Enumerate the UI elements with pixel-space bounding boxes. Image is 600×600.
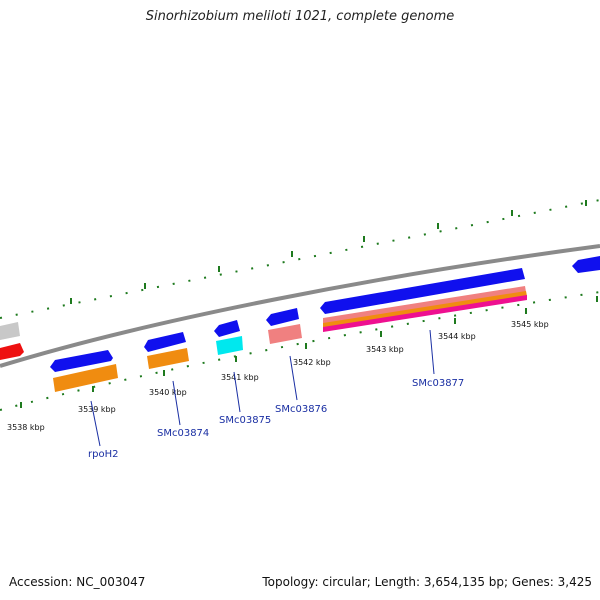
label-leaders bbox=[90, 329, 435, 447]
feature-cyan-SMc03875[interactable] bbox=[216, 336, 243, 355]
feature-orange-rpoH2[interactable] bbox=[53, 364, 118, 392]
cds-arrow-SMc03875[interactable] bbox=[214, 320, 240, 337]
gene-feature-gray[interactable] bbox=[0, 322, 20, 340]
gene-label-rpoH2[interactable]: rpoH2 bbox=[88, 449, 118, 460]
genome-summary: Topology: circular; Length: 3,654,135 bp… bbox=[262, 575, 592, 589]
cds-arrow-SMc03874[interactable] bbox=[144, 332, 186, 352]
gene-label-SMc03875[interactable]: SMc03875 bbox=[219, 415, 271, 426]
accession-label: Accession: NC_003047 bbox=[9, 575, 146, 589]
ruler-label-3543: 3543 kbp bbox=[366, 345, 404, 354]
ruler-label-3544: 3544 kbp bbox=[438, 332, 476, 341]
gene-label-SMc03876[interactable]: SMc03876 bbox=[275, 404, 327, 415]
inner-tick-ring bbox=[0, 291, 600, 411]
inner-major-ticks bbox=[20, 296, 598, 408]
feature-stack-SMc03877[interactable] bbox=[323, 286, 527, 332]
ruler-label-3538: 3538 kbp bbox=[7, 423, 45, 432]
ruler-label-3545: 3545 kbp bbox=[511, 320, 549, 329]
gene-label-SMc03874[interactable]: SMc03874 bbox=[157, 428, 209, 439]
ruler-label-3539: 3539 kbp bbox=[78, 405, 116, 414]
genome-backbone bbox=[0, 244, 600, 368]
feature-salmon-SMc03876[interactable] bbox=[268, 324, 302, 344]
outer-major-ticks bbox=[70, 200, 587, 304]
ruler-label-3541: 3541 kbp bbox=[221, 373, 259, 382]
ruler-label-3542: 3542 kbp bbox=[293, 358, 331, 367]
cds-arrow-SMc03877[interactable] bbox=[320, 268, 525, 314]
cds-arrow-rpoH2[interactable] bbox=[50, 350, 113, 372]
gene-feature-red[interactable] bbox=[0, 343, 24, 360]
ruler-label-3540: 3540 kbp bbox=[149, 388, 187, 397]
map-title: Sinorhizobium meliloti 1021, complete ge… bbox=[145, 9, 455, 24]
cds-arrow-SMc03876[interactable] bbox=[266, 308, 299, 326]
feature-orange-SMc03874[interactable] bbox=[147, 348, 189, 369]
cds-arrow-next[interactable] bbox=[572, 256, 600, 273]
gene-label-SMc03877[interactable]: SMc03877 bbox=[412, 378, 464, 389]
outer-tick-ring bbox=[0, 199, 600, 319]
